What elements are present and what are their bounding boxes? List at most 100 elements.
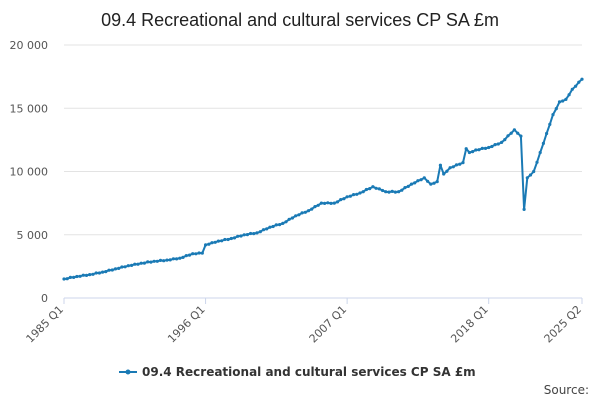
data-point[interactable]: [72, 275, 76, 279]
data-point[interactable]: [538, 150, 542, 155]
data-point[interactable]: [117, 266, 121, 270]
data-point[interactable]: [387, 190, 391, 194]
data-point[interactable]: [107, 268, 111, 272]
data-point[interactable]: [239, 234, 243, 238]
data-point[interactable]: [229, 236, 233, 241]
data-point[interactable]: [461, 161, 465, 165]
data-point[interactable]: [545, 131, 549, 136]
data-point[interactable]: [226, 237, 230, 242]
data-point[interactable]: [342, 197, 346, 201]
data-point[interactable]: [194, 252, 198, 256]
data-point[interactable]: [242, 233, 246, 237]
data-point[interactable]: [352, 193, 356, 197]
data-point[interactable]: [442, 172, 446, 176]
data-point[interactable]: [535, 160, 539, 164]
data-point[interactable]: [91, 272, 95, 276]
data-point[interactable]: [84, 273, 89, 277]
data-point[interactable]: [332, 201, 336, 205]
data-point[interactable]: [490, 144, 494, 149]
data-point[interactable]: [467, 150, 471, 155]
data-point[interactable]: [471, 150, 475, 154]
data-point[interactable]: [191, 252, 195, 256]
data-point[interactable]: [371, 185, 375, 189]
data-point[interactable]: [577, 80, 581, 84]
data-point[interactable]: [329, 201, 333, 205]
data-point[interactable]: [300, 211, 304, 215]
data-point[interactable]: [245, 233, 249, 237]
data-point[interactable]: [200, 251, 204, 255]
data-point[interactable]: [265, 227, 269, 231]
data-point[interactable]: [374, 186, 378, 190]
data-point[interactable]: [175, 257, 179, 261]
data-point[interactable]: [171, 257, 175, 261]
data-point[interactable]: [364, 187, 368, 192]
data-point[interactable]: [165, 258, 169, 262]
data-point[interactable]: [75, 274, 79, 279]
data-point[interactable]: [252, 232, 256, 236]
data-point[interactable]: [123, 265, 127, 269]
data-point[interactable]: [78, 274, 82, 278]
data-point[interactable]: [220, 239, 224, 243]
data-point[interactable]: [94, 271, 98, 275]
data-point[interactable]: [454, 163, 459, 167]
data-point[interactable]: [130, 263, 134, 267]
data-point[interactable]: [258, 230, 262, 234]
data-point[interactable]: [339, 198, 343, 202]
data-point[interactable]: [232, 236, 237, 240]
data-point[interactable]: [570, 87, 574, 91]
data-point[interactable]: [458, 162, 462, 166]
data-point[interactable]: [355, 192, 359, 196]
data-point[interactable]: [500, 140, 504, 144]
data-point[interactable]: [236, 234, 240, 238]
data-point[interactable]: [65, 277, 69, 281]
data-point[interactable]: [580, 77, 584, 81]
data-point[interactable]: [361, 190, 365, 194]
data-point[interactable]: [432, 181, 436, 185]
data-point[interactable]: [480, 146, 484, 150]
data-point[interactable]: [149, 260, 153, 264]
data-point[interactable]: [335, 200, 340, 204]
data-point[interactable]: [438, 163, 442, 167]
data-point[interactable]: [451, 165, 455, 169]
data-point[interactable]: [290, 216, 294, 220]
data-point[interactable]: [426, 179, 430, 183]
data-point[interactable]: [377, 187, 381, 191]
data-point[interactable]: [557, 100, 562, 104]
data-point[interactable]: [110, 268, 114, 272]
data-point[interactable]: [525, 176, 529, 180]
data-point[interactable]: [120, 265, 124, 269]
data-point[interactable]: [271, 224, 275, 229]
data-point[interactable]: [487, 145, 491, 150]
data-point[interactable]: [210, 241, 214, 245]
data-point[interactable]: [155, 259, 159, 263]
data-point[interactable]: [474, 148, 478, 152]
data-point[interactable]: [429, 182, 433, 186]
data-point[interactable]: [313, 205, 317, 209]
data-point[interactable]: [261, 228, 266, 232]
data-point[interactable]: [126, 264, 130, 268]
data-point[interactable]: [528, 173, 533, 177]
data-point[interactable]: [368, 187, 372, 191]
data-point[interactable]: [358, 191, 362, 195]
data-point[interactable]: [509, 131, 513, 135]
data-point[interactable]: [409, 182, 414, 186]
data-point[interactable]: [323, 201, 327, 205]
data-point[interactable]: [548, 122, 552, 126]
data-point[interactable]: [435, 180, 439, 184]
data-point[interactable]: [207, 242, 211, 246]
data-point[interactable]: [422, 176, 426, 180]
data-point[interactable]: [297, 213, 301, 217]
data-point[interactable]: [255, 231, 259, 235]
data-point[interactable]: [448, 166, 452, 170]
data-point[interactable]: [303, 210, 307, 214]
data-point[interactable]: [316, 203, 320, 207]
data-point[interactable]: [97, 271, 101, 275]
data-point[interactable]: [345, 195, 349, 199]
data-point[interactable]: [162, 259, 166, 263]
data-point[interactable]: [416, 179, 420, 183]
data-point[interactable]: [152, 259, 156, 263]
data-point[interactable]: [493, 143, 497, 147]
data-point[interactable]: [477, 148, 481, 152]
data-point[interactable]: [139, 261, 143, 265]
data-point[interactable]: [561, 99, 565, 103]
